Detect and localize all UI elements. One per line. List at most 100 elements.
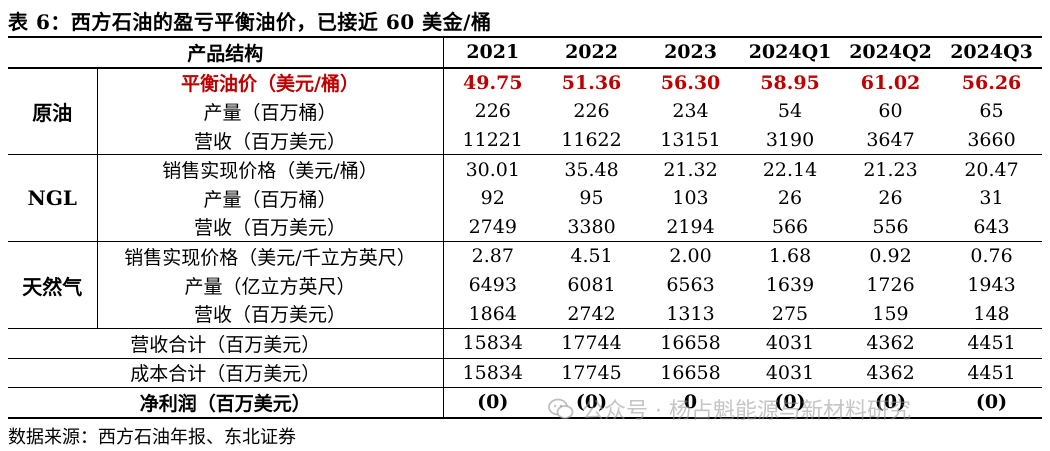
- cell: 556: [872, 215, 909, 238]
- cell: (0): [442, 387, 543, 419]
- group-label-ngl: NGL: [8, 154, 98, 242]
- table-row: 营收（百万美元） 2749 3380 2194 566 556 643: [8, 212, 1042, 242]
- cell: 21.32: [641, 154, 741, 184]
- cell: 4031: [740, 327, 841, 359]
- table-row-total-revenue: 营收合计（百万美元） 15834 17744 16658 4031 4362 4…: [8, 327, 1043, 359]
- cell: 3647: [866, 129, 915, 152]
- cell: 20.47: [941, 154, 1043, 184]
- header-year: 2023: [641, 36, 741, 69]
- header-year: 2021: [442, 36, 543, 69]
- cell: 16658: [641, 327, 741, 359]
- row-label: 净利润（百万美元）: [8, 387, 444, 419]
- cell: 2.87: [442, 241, 543, 271]
- row-label: 营收（百万美元）: [194, 304, 347, 327]
- table-row: 营收（百万美元） 11221 11622 13151 3190 3647 366…: [8, 125, 1042, 155]
- cell: 16658: [641, 357, 741, 388]
- breakeven-table: 产品结构 2021 2022 2023 2024Q1 2024Q2 2024Q3…: [8, 36, 1043, 419]
- cell: 51.36: [561, 71, 622, 94]
- table-row: 产量（亿立方英尺） 6493 6081 6563 1639 1726 1943: [8, 270, 1042, 300]
- cell: 15834: [442, 327, 543, 359]
- cell: 58.95: [760, 71, 820, 94]
- group-label-crude: 原油: [8, 67, 98, 155]
- cell: 103: [672, 187, 709, 210]
- cell: 6493: [442, 270, 543, 300]
- cell: 92: [442, 183, 543, 213]
- cell: 4451: [941, 357, 1043, 388]
- cell: 1726: [866, 274, 915, 297]
- header-year: 2022: [542, 36, 642, 69]
- cell: (0): [941, 387, 1043, 419]
- cell: 2194: [666, 215, 715, 238]
- row-label: 营收（百万美元）: [194, 217, 347, 240]
- cell: 11622: [561, 129, 622, 152]
- table-row: 天然气 销售实现价格（美元/千立方英尺） 2.87 4.51 2.00 1.68…: [8, 241, 1043, 329]
- table-row: 产量（百万桶） 226 226 234 54 60 65: [8, 97, 1042, 126]
- row-label: 营收合计（百万美元）: [8, 327, 444, 359]
- cell: 11221: [442, 125, 543, 155]
- header-structure: 产品结构: [8, 36, 444, 69]
- header-year: 2024Q2: [840, 36, 942, 69]
- row-label: 平衡油价（美元/桶）: [181, 73, 359, 96]
- table-title: 表 6：西方石油的盈亏平衡油价，已接近 60 美金/桶: [8, 10, 492, 34]
- cell: 4031: [740, 357, 841, 388]
- source-note: 数据来源：西方石油年报、东北证券: [8, 427, 296, 448]
- row-label: 成本合计（百万美元）: [8, 357, 444, 388]
- cell: 56.30: [660, 71, 721, 94]
- cell: 3190: [765, 129, 815, 152]
- table-row: 产量（百万桶） 92 95 103 26 26 31: [8, 183, 1042, 213]
- cell: 3380: [567, 215, 616, 238]
- cell: 1313: [666, 302, 715, 325]
- cell: 60: [878, 100, 903, 123]
- row-label: 销售实现价格（美元/千立方英尺）: [97, 241, 444, 271]
- cell: 4.51: [542, 241, 642, 271]
- cell: (0): [840, 387, 942, 419]
- cell: 1864: [442, 299, 543, 329]
- cell: 21.23: [840, 154, 942, 184]
- cell: 26: [777, 187, 803, 210]
- cell: 49.75: [442, 67, 543, 98]
- header-year: 2024Q3: [941, 36, 1043, 69]
- watermark: 公众号 · 杨占魁能源与新材料研究: [548, 393, 911, 425]
- cell: 56.26: [961, 71, 1022, 94]
- row-label: 销售实现价格（美元/桶）: [97, 154, 444, 184]
- cell: 6081: [567, 274, 616, 297]
- cell: 275: [771, 302, 809, 325]
- cell: 17744: [542, 327, 642, 359]
- header-row: 产品结构 2021 2022 2023 2024Q1 2024Q2 2024Q3: [8, 36, 1043, 69]
- cell: 1943: [967, 274, 1016, 297]
- row-label: 产量（亿立方英尺）: [184, 275, 356, 298]
- cell: 35.48: [542, 154, 642, 184]
- row-label: 产量（百万桶）: [203, 101, 337, 124]
- cell: 159: [872, 302, 909, 325]
- cell: 54: [777, 100, 803, 123]
- row-label: 营收（百万美元）: [194, 130, 347, 153]
- cell: 2742: [567, 302, 616, 325]
- cell: 13151: [660, 129, 721, 152]
- table-row: 原油 平衡油价（美元/桶） 49.75 51.36 56.30 58.95 61…: [8, 67, 1042, 155]
- cell: 566: [771, 215, 809, 238]
- header-year: 2024Q1: [740, 36, 841, 69]
- cell: 4362: [840, 357, 942, 388]
- cell: 30.01: [442, 154, 543, 184]
- cell: 226: [573, 100, 610, 123]
- cell: 1639: [765, 274, 815, 297]
- cell: 2.00: [641, 241, 741, 271]
- cell: 22.14: [740, 154, 841, 184]
- cell: (0): [740, 387, 841, 419]
- cell: 65: [979, 100, 1004, 123]
- row-label: 产量（百万桶）: [203, 188, 337, 211]
- cell: 643: [973, 215, 1010, 238]
- cell: 148: [973, 302, 1010, 325]
- cell: 17745: [542, 357, 642, 388]
- cell: 226: [442, 97, 543, 126]
- table-row: 营收（百万美元） 1864 2742 1313 275 159 148: [8, 299, 1042, 329]
- table-row: NGL 销售实现价格（美元/桶） 30.01 35.48 21.32 22.14…: [8, 154, 1043, 242]
- cell: 0.76: [941, 241, 1043, 271]
- cell: 6563: [666, 274, 715, 297]
- cell: 0.92: [840, 241, 942, 271]
- cell: 4451: [941, 327, 1043, 359]
- cell: 26: [878, 187, 903, 210]
- cell: 15834: [442, 357, 543, 388]
- cell: 95: [579, 187, 604, 210]
- group-label-gas: 天然气: [8, 241, 98, 329]
